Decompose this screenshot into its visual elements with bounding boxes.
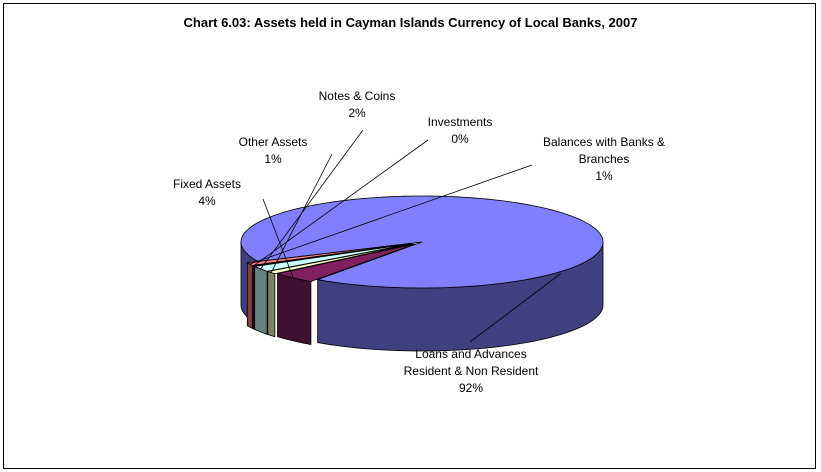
leader-line-1 (262, 198, 294, 279)
pie-side-4 (252, 264, 255, 330)
slice-label-1: Fixed Assets 4% (173, 177, 241, 208)
leader-line-0 (469, 273, 562, 343)
pie-side-1 (277, 273, 312, 345)
slice-label-4: Investments 0% (428, 115, 493, 146)
pie-slices (240, 195, 604, 289)
slice-label-5: Balances with Banks & Branches 1% (543, 135, 665, 183)
leader-line-5 (249, 164, 533, 265)
leader-line-4 (253, 139, 429, 267)
leader-lines (249, 129, 562, 343)
slice-label-2: Other Assets 1% (239, 135, 308, 166)
slice-label-3: Notes & Coins 2% (319, 89, 396, 120)
pie-side-5 (246, 262, 253, 330)
chart-title: Chart 6.03: Assets held in Cayman Island… (183, 15, 638, 30)
pie-side-2 (267, 270, 276, 338)
pie-slice-0 (240, 195, 604, 289)
slice-label-0: Loans and Advances Resident & Non Residen… (404, 347, 539, 395)
leader-line-3 (260, 129, 364, 270)
slice-labels: Loans and Advances Resident & Non Residen… (173, 89, 665, 395)
pie-side-3 (254, 265, 268, 335)
